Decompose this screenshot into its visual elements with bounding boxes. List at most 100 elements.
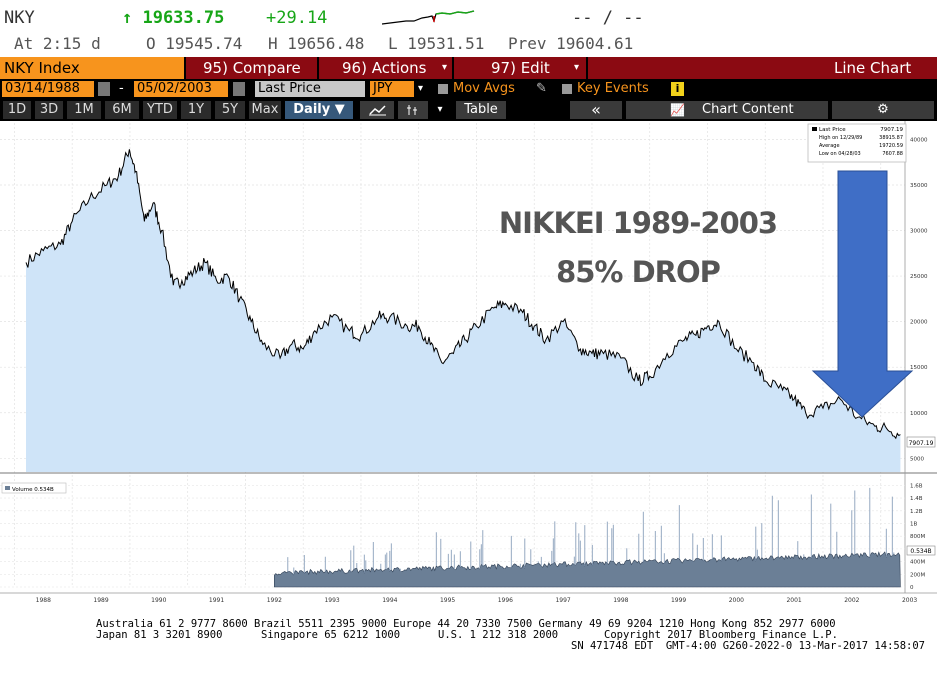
currency-selector[interactable]: JPY bbox=[370, 81, 414, 97]
volume-area bbox=[274, 551, 901, 588]
time-tick-label: 1999 bbox=[671, 597, 686, 604]
annotation-title: NIKKEI 1989-2003 bbox=[499, 206, 777, 240]
period-max[interactable]: Max bbox=[249, 101, 281, 119]
price-tick-label: 5000 bbox=[910, 456, 924, 462]
footer-phones-row1: Australia 61 2 9777 8600 Brazil 5511 239… bbox=[96, 618, 836, 630]
chart-icon: 📈 bbox=[670, 103, 685, 117]
period-6m[interactable]: 6M bbox=[105, 101, 139, 119]
time-tick-label: 1998 bbox=[613, 597, 628, 604]
quote-last-price: ↑ 19633.75 bbox=[122, 8, 225, 28]
start-calendar-icon[interactable] bbox=[98, 82, 110, 96]
function-bar: NKY Index 95) Compare 96) Actions ▾ 97) … bbox=[0, 57, 937, 79]
legend-low-value: 7607.88 bbox=[882, 151, 903, 157]
price-tick-label: 35000 bbox=[910, 183, 928, 189]
table-button[interactable]: Table bbox=[456, 101, 506, 119]
ticker-field[interactable]: NKY Index bbox=[0, 57, 184, 79]
mov-avgs-checkbox[interactable] bbox=[438, 84, 448, 94]
quote-low: L 19531.51 bbox=[388, 34, 485, 53]
price-tick-label: 10000 bbox=[910, 411, 928, 417]
volume-legend bbox=[1, 482, 67, 494]
start-date-field[interactable]: 03/14/1988 bbox=[2, 81, 94, 97]
period-bar: 1D 3D 1M 6M YTD 1Y 5Y Max Daily ▼ ▾ Tabl… bbox=[0, 99, 937, 121]
period-ytd[interactable]: YTD bbox=[143, 101, 177, 119]
end-date-field[interactable]: 05/02/2003 bbox=[134, 81, 228, 97]
intraday-sparkline bbox=[382, 10, 475, 25]
price-tick-label: 30000 bbox=[910, 229, 928, 235]
key-events-label[interactable]: Key Events bbox=[577, 81, 649, 96]
edit-menu[interactable]: 97) Edit bbox=[491, 59, 550, 77]
chart-content-label: Chart Content bbox=[702, 102, 794, 117]
frequency-selector[interactable]: Daily ▼ bbox=[285, 101, 353, 119]
footer-japan: Japan 81 3 3201 8900 bbox=[96, 629, 223, 641]
time-tick-label: 1990 bbox=[151, 597, 166, 604]
back-button[interactable]: « bbox=[570, 101, 622, 119]
time-tick-label: 1993 bbox=[324, 597, 339, 604]
period-1d[interactable]: 1D bbox=[3, 101, 31, 119]
time-tick-label: 1988 bbox=[36, 597, 51, 604]
date-separator: - bbox=[119, 81, 124, 96]
period-3d[interactable]: 3D bbox=[35, 101, 63, 119]
compare-menu[interactable]: 95) Compare bbox=[203, 59, 301, 77]
legend-low: Low on 04/28/03 bbox=[819, 151, 861, 157]
chart-style-dropdown-icon[interactable]: ▾ bbox=[432, 101, 448, 119]
actions-menu[interactable]: 96) Actions bbox=[342, 59, 427, 77]
volume-legend-swatch bbox=[5, 486, 10, 490]
settings-button[interactable]: ⚙ bbox=[832, 101, 934, 119]
time-tick-label: 1991 bbox=[209, 597, 224, 604]
volume-last-tag-label: 0.534B bbox=[910, 548, 931, 555]
volume-tick-label: 1.4B bbox=[910, 496, 923, 502]
quote-time: At 2:15 d bbox=[14, 34, 101, 53]
price-line bbox=[25, 149, 901, 440]
legend-last-price-value: 7907.19 bbox=[880, 127, 903, 133]
volume-legend-label: Volume 0.534B bbox=[12, 487, 54, 493]
quote-high: H 19656.48 bbox=[268, 34, 365, 53]
time-tick-label: 1997 bbox=[555, 597, 570, 604]
time-tick-label: 2000 bbox=[729, 597, 744, 604]
time-tick-label: 2003 bbox=[902, 597, 917, 604]
chart-type-label[interactable]: Line Chart bbox=[834, 59, 912, 77]
time-tick-label: 1995 bbox=[440, 597, 455, 604]
footer-session: SN 471748 EDT GMT-4:00 G260-2022-0 13-Ma… bbox=[571, 640, 926, 652]
volume-tick-label: 1B bbox=[910, 521, 917, 527]
quote-change: +29.14 bbox=[266, 8, 328, 28]
field-selector[interactable]: Last Price bbox=[255, 81, 365, 97]
line-chart-icon bbox=[369, 105, 386, 116]
last-price-tag-label: 7907.19 bbox=[909, 440, 934, 447]
currency-dropdown-icon[interactable]: ▾ bbox=[418, 83, 424, 94]
bar-chart-button[interactable] bbox=[398, 101, 428, 119]
time-tick-label: 2001 bbox=[786, 597, 801, 604]
legend-high-value: 38915.87 bbox=[879, 135, 903, 141]
volume-spikes bbox=[287, 487, 895, 575]
chart-content-button[interactable]: 📈 Chart Content bbox=[626, 101, 828, 119]
annotation-subtitle: 85% DROP bbox=[556, 255, 721, 289]
period-1y[interactable]: 1Y bbox=[181, 101, 211, 119]
info-icon[interactable]: i bbox=[671, 82, 684, 96]
down-arrow-icon bbox=[811, 170, 914, 418]
volume-tick-label: 200M bbox=[910, 572, 925, 578]
bid-ask: -- / -- bbox=[572, 8, 644, 28]
key-events-checkbox[interactable] bbox=[562, 84, 572, 94]
price-axis: 40000 35000 30000 25000 20000 15000 10000 5000 bbox=[910, 137, 928, 462]
gear-icon: ⚙ bbox=[877, 102, 889, 117]
pencil-icon[interactable]: ✎ bbox=[536, 81, 547, 96]
price-tick-label: 25000 bbox=[910, 274, 928, 280]
time-tick-label: 1989 bbox=[93, 597, 108, 604]
volume-panel: 1.6B1.4B1.2B1B800M600M400M200M0 bbox=[0, 483, 925, 591]
edit-dropdown-icon[interactable]: ▾ bbox=[574, 62, 580, 73]
actions-dropdown-icon[interactable]: ▾ bbox=[442, 62, 448, 73]
footer: Australia 61 2 9777 8600 Brazil 5511 239… bbox=[0, 618, 937, 675]
volume-tick-label: 1.6B bbox=[910, 483, 923, 489]
period-1m[interactable]: 1M bbox=[67, 101, 101, 119]
volume-tick-label: 1.2B bbox=[910, 509, 923, 515]
legend-average: Average bbox=[819, 143, 840, 149]
end-calendar-icon[interactable] bbox=[233, 82, 245, 96]
line-chart-button[interactable] bbox=[360, 101, 394, 119]
price-chart[interactable]: 400003500030000250002000015000100005000 … bbox=[0, 121, 937, 609]
price-tick-label: 40000 bbox=[910, 137, 928, 143]
time-tick-label: 1996 bbox=[498, 597, 513, 604]
mov-avgs-label[interactable]: Mov Avgs bbox=[453, 81, 515, 96]
legend-high: High on 12/29/89 bbox=[819, 135, 862, 141]
time-axis: 1988 1989 1990 1991 1992 1993 1994 1995 1996 1997… bbox=[0, 592, 937, 604]
period-5y[interactable]: 5Y bbox=[215, 101, 245, 119]
footer-singapore: Singapore 65 6212 1000 bbox=[261, 629, 401, 641]
